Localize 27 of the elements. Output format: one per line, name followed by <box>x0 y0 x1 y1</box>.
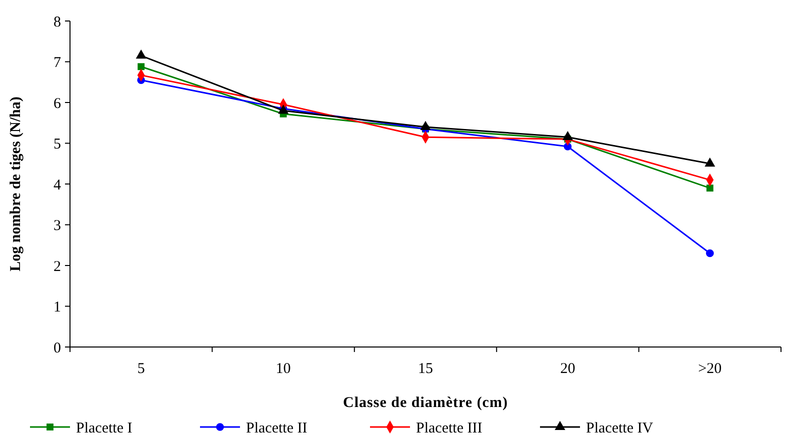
legend-label: Placette III <box>416 420 482 436</box>
x-tick-label: >20 <box>698 361 722 377</box>
x-tick-label: 20 <box>560 361 576 377</box>
y-tick-label: 8 <box>54 14 61 30</box>
point <box>704 158 716 167</box>
point <box>706 249 714 258</box>
point <box>420 120 431 130</box>
x-axis-title: Classe de diamètre (cm) <box>343 395 508 411</box>
point <box>138 63 145 70</box>
legend-label: Placette II <box>246 420 308 436</box>
legend-label: Placette I <box>76 420 132 436</box>
y-tick-label: 4 <box>54 177 62 194</box>
y-tick-label: 1 <box>54 300 61 316</box>
y-tick-label: 6 <box>54 96 62 112</box>
x-tick-label: 5 <box>137 361 145 377</box>
y-tick-label: 5 <box>54 136 61 152</box>
x-tick-label: 10 <box>276 361 291 377</box>
x-tick-label: 15 <box>418 361 433 377</box>
y-tick-label: 2 <box>54 258 61 275</box>
y-axis-title: Log nombre de tiges (N/ha) <box>8 96 24 272</box>
y-tick-label: 7 <box>54 55 62 71</box>
point <box>562 131 573 140</box>
point <box>136 50 146 59</box>
y-tick-label: 3 <box>54 218 61 234</box>
legend-label: Placette IV <box>586 420 654 436</box>
y-tick-label: 0 <box>54 340 61 356</box>
point <box>706 184 714 192</box>
